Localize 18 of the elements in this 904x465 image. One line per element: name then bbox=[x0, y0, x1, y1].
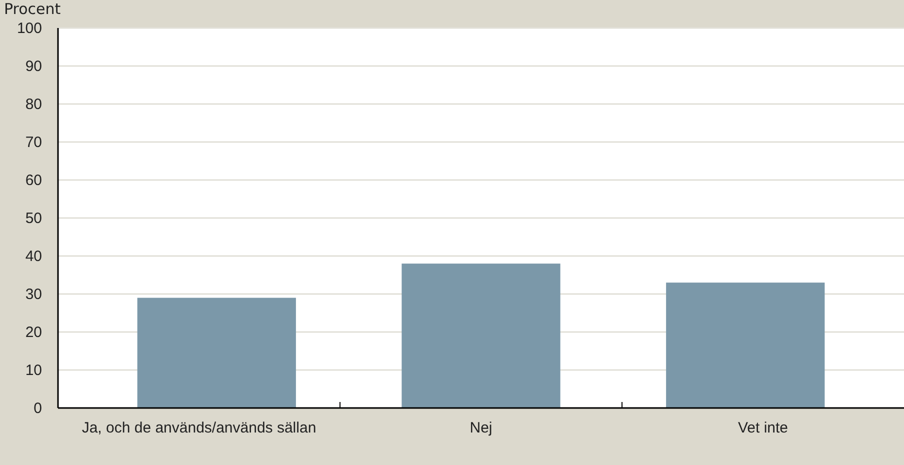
x-tick-label: Ja, och de används/används sällan bbox=[82, 420, 316, 437]
bar bbox=[666, 282, 825, 408]
y-tick-label: 90 bbox=[25, 58, 42, 75]
y-tick-label: 10 bbox=[25, 362, 42, 379]
y-tick-label: 100 bbox=[16, 20, 42, 37]
y-tick-label: 30 bbox=[25, 286, 42, 303]
y-tick-label: 70 bbox=[25, 134, 42, 151]
y-tick-label: 50 bbox=[25, 210, 42, 227]
bar bbox=[402, 264, 560, 408]
y-tick-label: 0 bbox=[34, 400, 42, 417]
x-tick-label: Nej bbox=[470, 420, 492, 437]
y-axis-title: Procent bbox=[4, 0, 61, 18]
y-tick-label: 80 bbox=[25, 96, 42, 113]
bar bbox=[137, 298, 296, 408]
y-tick-label: 60 bbox=[25, 172, 42, 189]
x-tick-label: Vet inte bbox=[738, 420, 788, 437]
y-tick-label: 20 bbox=[25, 324, 42, 341]
y-tick-label: 40 bbox=[25, 248, 42, 265]
